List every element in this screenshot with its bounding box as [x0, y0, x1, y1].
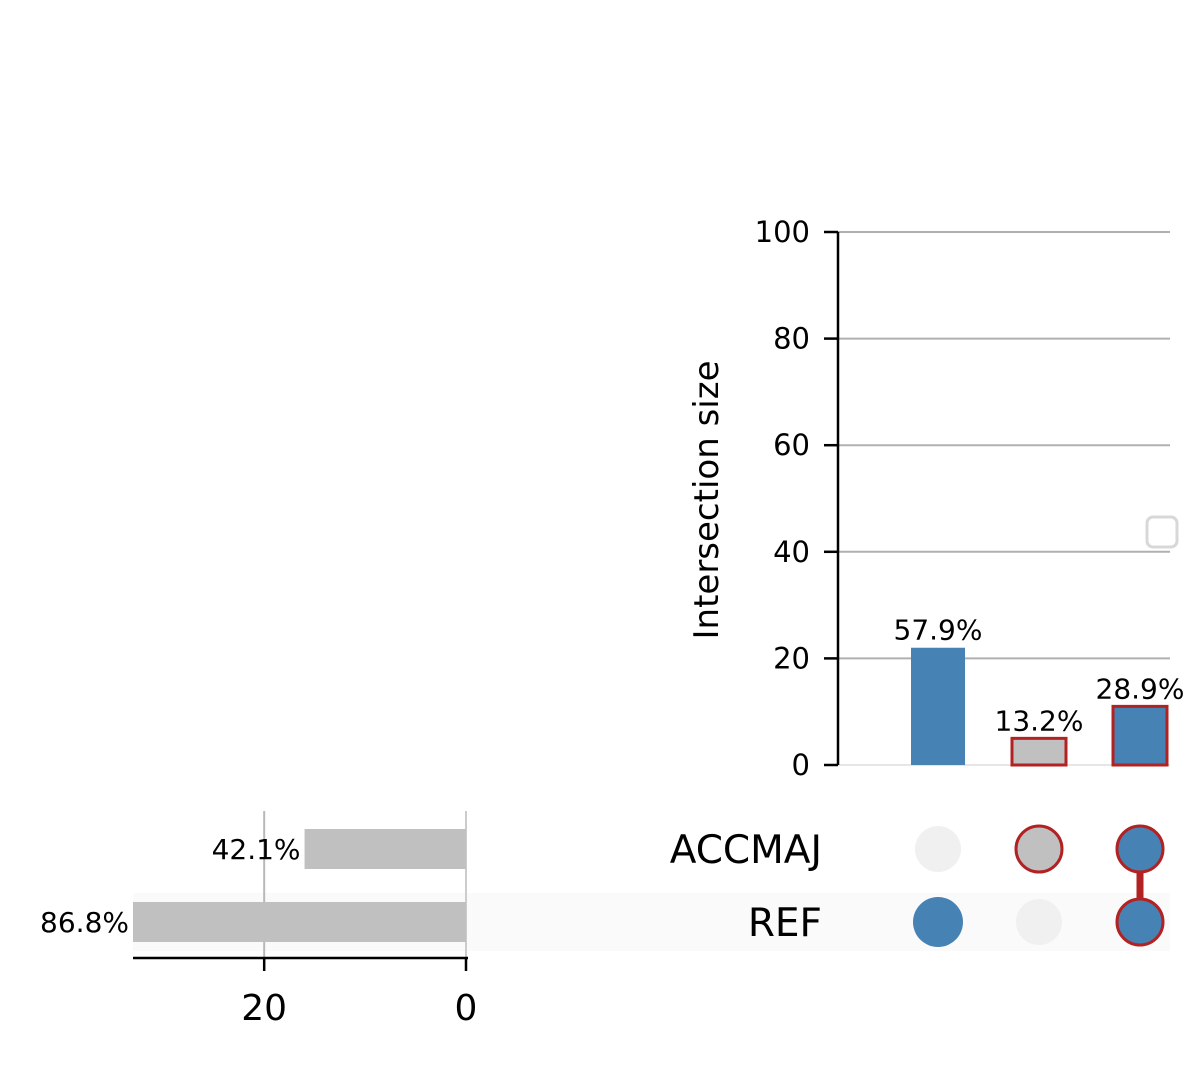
matrix-dot-2-accmaj: [1014, 824, 1064, 874]
set-name-ref: REF: [748, 901, 822, 946]
intersection-grid: [838, 231, 1170, 766]
set-size-bars: 42.1% 86.8%: [40, 811, 467, 958]
set-size-bar-ref: [133, 902, 466, 942]
set-axis-tick-label-20: 20: [241, 988, 287, 1029]
y-tick-label-0: 0: [792, 748, 810, 782]
intersection-bar-labels: 57.9% 13.2% 28.9%: [894, 614, 1185, 738]
intersection-bar-1: [911, 647, 965, 765]
matrix-dot-3-ref: [1115, 897, 1165, 947]
intersection-bars: [911, 647, 1169, 767]
matrix-dot-1-ref: [913, 897, 963, 947]
y-tick-label-60: 60: [773, 428, 810, 462]
set-size-label-ref: 86.8%: [40, 906, 129, 939]
y-axis-label: Intersection size: [687, 361, 727, 640]
set-name-accmaj: ACCMAJ: [670, 828, 822, 873]
set-size-x-axis: 20 0: [133, 956, 478, 1029]
matrix-dot-3-accmaj: [1115, 824, 1165, 874]
y-tick-label-100: 100: [755, 215, 810, 249]
y-tick-label-20: 20: [773, 641, 810, 675]
membership-matrix: [913, 824, 1165, 947]
legend-box: [1145, 515, 1179, 549]
matrix-dot-2-ref: [1016, 899, 1062, 945]
y-tick-label-80: 80: [773, 322, 810, 356]
set-names: ACCMAJ REF: [670, 828, 822, 946]
y-tick-label-40: 40: [773, 535, 810, 569]
set-size-bar-accmaj: [304, 829, 466, 869]
set-size-label-accmaj: 42.1%: [212, 833, 301, 866]
intersection-bar-2: [1010, 736, 1068, 767]
intersection-bar-3: [1111, 704, 1169, 767]
intersection-bar-label-1: 57.9%: [894, 614, 983, 647]
intersection-bar-label-2: 13.2%: [995, 704, 1084, 737]
matrix-dot-1-accmaj: [915, 826, 961, 872]
set-axis-tick-label-0: 0: [455, 988, 478, 1029]
y-tick-labels: 0 20 40 60 80 100: [755, 215, 838, 782]
intersection-bar-label-3: 28.9%: [1096, 672, 1185, 705]
